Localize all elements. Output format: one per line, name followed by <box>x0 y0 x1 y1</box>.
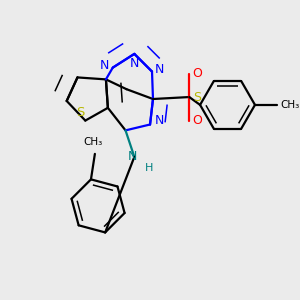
Text: S: S <box>76 106 85 119</box>
Text: N: N <box>130 57 139 70</box>
Text: CH₃: CH₃ <box>83 137 103 147</box>
Text: N: N <box>155 63 164 76</box>
Text: O: O <box>192 114 202 127</box>
Text: H: H <box>145 163 153 173</box>
Text: N: N <box>155 114 164 127</box>
Text: S: S <box>193 91 201 103</box>
Text: N: N <box>100 59 110 72</box>
Text: O: O <box>192 67 202 80</box>
Text: CH₃: CH₃ <box>281 100 300 110</box>
Text: N: N <box>128 150 137 164</box>
